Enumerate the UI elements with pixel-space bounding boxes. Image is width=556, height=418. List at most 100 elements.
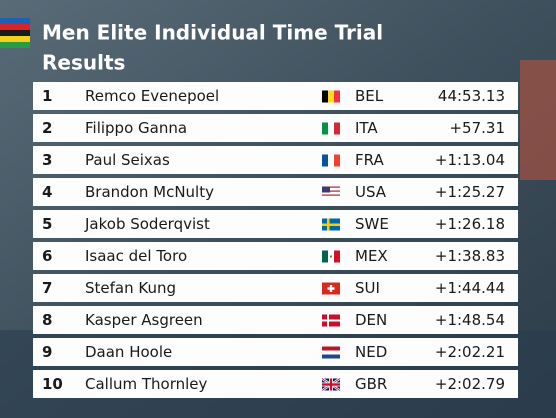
flag-part [322,186,330,193]
rainbow-stripes [0,18,30,48]
time: +1:26.18 [435,215,505,233]
row-background [33,274,518,302]
country-code: ITA [355,119,378,137]
country-code: GBR [355,375,387,393]
rider-name: Paul Seixas [85,151,170,169]
rider-name: Callum Thornley [85,375,208,393]
rank: 2 [42,119,52,137]
result-row: 6 Isaac del Toro MEX +1:38.83 [33,242,518,270]
row-background [33,210,518,238]
rider-name: Stefan Kung [85,279,176,297]
time: +1:13.04 [435,151,505,169]
flag-part [322,354,340,359]
flag-part [322,350,340,355]
flag [322,250,340,263]
result-row: 9 Daan Hoole NED +2:02.21 [33,338,518,366]
rider-name: Brandon McNulty [85,183,214,201]
background-building [520,60,556,180]
rank: 7 [42,279,52,297]
country-code: SWE [355,215,389,233]
rider-name: Daan Hoole [85,343,172,361]
flag-part [322,223,340,226]
row-background [33,146,518,174]
row-background [33,306,518,334]
time: 44:53.13 [438,87,505,105]
flag [322,154,340,167]
rider-name: Jakob Soderqvist [84,215,210,233]
flag-part [322,188,340,190]
time: +1:44.44 [435,279,505,297]
flag-part [322,122,328,135]
result-row: 8 Kasper Asgreen DEN +1:48.54 [33,306,518,334]
flag [322,186,340,198]
time: +1:48.54 [435,311,505,329]
flag-part [334,154,340,167]
time: +1:25.27 [435,183,505,201]
row-background [33,82,518,110]
flag-part [322,90,328,103]
flag-part [334,250,340,263]
rank: 10 [42,375,63,393]
flag [321,377,341,392]
result-row: 2 Filippo Ganna ITA +57.31 [33,114,518,142]
title: Results [42,51,125,75]
result-row: 4 Brandon McNulty USA +1:25.27 [33,178,518,206]
flag-part [328,90,334,103]
rank: 6 [42,247,52,265]
rank: 8 [42,311,52,329]
rank: 1 [42,87,52,105]
flag [322,122,340,135]
flag-part [322,194,340,196]
flag [322,314,340,327]
time: +57.31 [449,119,505,137]
title: Men Elite Individual Time Trial [42,21,383,45]
row-background [33,370,518,398]
time: +2:02.79 [435,375,505,393]
country-code: NED [355,343,387,361]
flag-part [322,192,340,194]
country-code: MEX [355,247,388,265]
time: +2:02.21 [435,343,505,361]
flag-part [322,190,340,192]
flag-part [328,122,334,135]
rider-name: Isaac del Toro [85,247,187,265]
flag [322,90,340,103]
row-background [33,178,518,206]
flag-part [322,250,328,263]
flag-part [322,196,340,198]
rank: 9 [42,343,52,361]
row-background [33,242,518,270]
rider-name: Filippo Ganna [85,119,187,137]
flag-part [322,319,340,322]
flag-part [334,90,340,103]
country-code: BEL [355,87,384,105]
flag-part [328,154,334,167]
result-row: 10 Callum Thornley GBR +2:02.79 [33,370,518,398]
rank: 5 [42,215,52,233]
result-row: 1 Remco Evenepoel BEL 44:53.13 [33,82,518,110]
time: +1:38.83 [435,247,505,265]
flag [322,346,340,359]
flag-part [322,186,340,188]
flag [322,218,340,231]
flag-part [322,383,340,386]
flag-part [330,255,332,258]
row-background [33,338,518,366]
rank: 4 [42,183,52,201]
rank: 3 [42,151,52,169]
country-code: USA [355,183,387,201]
result-row: 3 Paul Seixas FRA +1:13.04 [33,146,518,174]
country-code: SUI [355,279,380,297]
flag-part [327,287,335,290]
rider-name: Remco Evenepoel [85,87,219,105]
flag-part [334,122,340,135]
flag-part [322,154,328,167]
result-row: 7 Stefan Kung SUI +1:44.44 [33,274,518,302]
flag [322,282,340,295]
country-code: FRA [355,151,384,169]
country-code: DEN [355,311,387,329]
rider-name: Kasper Asgreen [85,311,203,329]
result-row: 5 Jakob Soderqvist SWE +1:26.18 [33,210,518,238]
results-table: 1 Remco Evenepoel BEL 44:53.13 2 Filippo Gann… [33,82,518,398]
